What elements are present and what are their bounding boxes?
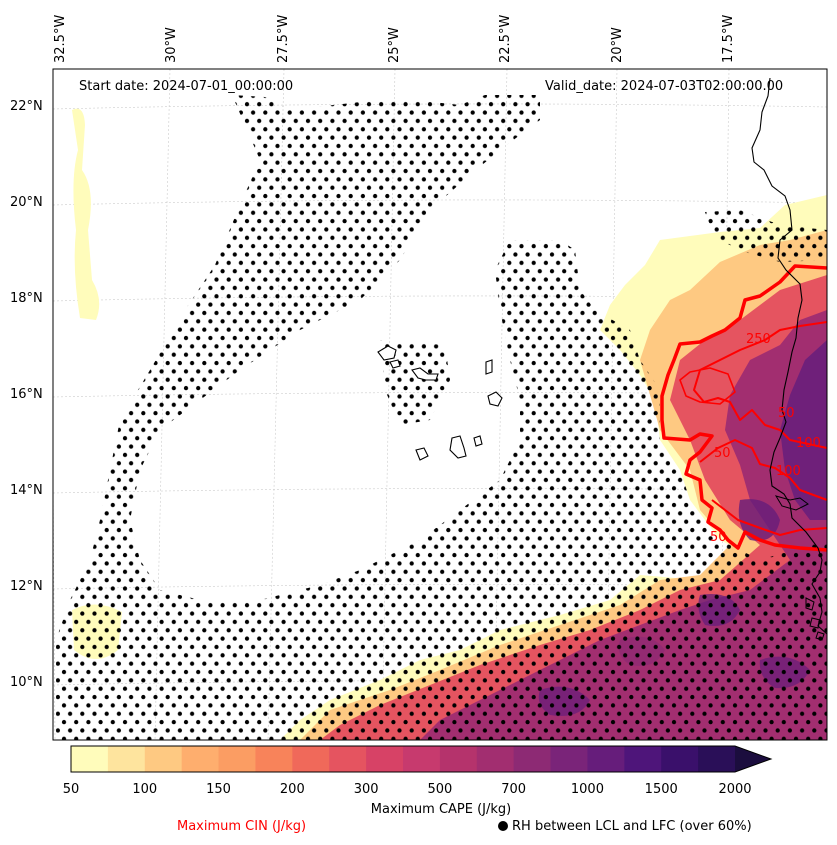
island-boa-vista <box>487 391 503 407</box>
colorbar-segment <box>218 746 256 772</box>
legend-rh: RH between LCL and LFC (over 60%) <box>498 819 752 834</box>
colorbar-segment <box>587 746 625 772</box>
legend-cin: Maximum CIN (J/kg) <box>177 819 306 834</box>
cin-label-100-b: 100 <box>776 464 801 479</box>
start-date-label: Start date: 2024-07-01_00:00:00 <box>79 79 294 94</box>
africa-coastline <box>751 77 827 635</box>
colorbar-segment <box>403 746 441 772</box>
lon-label-17-5w: 17.5°W <box>721 14 736 63</box>
cin-label-250: 250 <box>746 332 771 347</box>
colorbar-segment <box>366 746 404 772</box>
lat-label-16n: 16°N <box>10 387 43 402</box>
colorbar-segment <box>550 746 588 772</box>
island-santo-antao <box>377 345 397 361</box>
colorbar-tick-label: 100 <box>132 782 158 797</box>
lat-label-18n: 18°N <box>10 291 43 306</box>
lat-label-14n: 14°N <box>10 483 43 498</box>
cin-label-50-c: 50 <box>710 530 727 545</box>
lon-label-27-5w: 27.5°W <box>276 14 291 63</box>
colorbar-tick-label: 50 <box>62 782 80 797</box>
colorbar-segment <box>292 746 330 772</box>
cin-contour-outer <box>660 264 827 552</box>
lat-label-12n: 12°N <box>10 579 43 594</box>
island-fogo <box>415 447 429 461</box>
colorbar-segment <box>71 746 109 772</box>
rh-dot-icon <box>498 821 508 831</box>
colorbar-segment <box>144 746 183 772</box>
cin-contours <box>660 264 827 552</box>
colorbar-segment <box>624 746 662 772</box>
colorbar-tick-label: 1500 <box>644 782 678 797</box>
colorbar-segment <box>513 746 552 772</box>
lon-label-30w: 30°W <box>164 27 179 63</box>
colorbar <box>70 745 773 773</box>
cabo-verde-islands <box>377 345 503 461</box>
cin-label-50-b: 50 <box>714 446 731 461</box>
legend-rh-label: RH between LCL and LFC (over 60%) <box>512 819 752 834</box>
colorbar-segment <box>439 746 478 772</box>
colorbar-tick-label: 200 <box>279 782 305 797</box>
colorbar-tick-label: 1000 <box>570 782 604 797</box>
cin-label-50-a: 50 <box>778 406 795 421</box>
island-maio <box>473 435 483 447</box>
island-sao-nicolau <box>411 367 439 381</box>
rh-stipple-main <box>56 95 827 740</box>
lat-label-10n: 10°N <box>10 675 43 690</box>
colorbar-segment <box>476 746 515 772</box>
cin-contour-inner-2 <box>699 439 827 501</box>
gambia-coast-detail <box>774 495 809 511</box>
colorbar-segment <box>698 746 736 772</box>
colorbar-tick-label: 2000 <box>718 782 752 797</box>
colorbar-tick-label: 500 <box>427 782 453 797</box>
lon-label-22-5w: 22.5°W <box>498 14 513 63</box>
colorbar-segment <box>255 746 293 772</box>
colorbar-title: Maximum CAPE (J/kg) <box>370 802 512 817</box>
island-sao-vicente <box>389 359 401 369</box>
cape-band-1000 <box>780 340 827 520</box>
rh-stipple-ne <box>705 210 827 262</box>
colorbar-tick-label: 300 <box>353 782 379 797</box>
colorbar-outline <box>70 745 773 773</box>
legend-cin-label: Maximum CIN (J/kg) <box>177 819 307 834</box>
valid-date-label: Valid_date: 2024-07-03T02:00:00.00 <box>545 79 784 94</box>
cin-label-100-a: 100 <box>796 436 821 451</box>
colorbar-tick-label: 150 <box>206 782 231 797</box>
colorbar-segment <box>329 746 367 772</box>
bissagos-islands <box>805 597 825 641</box>
lat-label-22n: 22°N <box>10 99 43 114</box>
colorbar-extend-arrow <box>735 746 771 772</box>
cin-contour-inner-4 <box>679 367 736 405</box>
colorbar-segment <box>181 746 220 772</box>
island-sal <box>485 359 493 375</box>
colorbar-segment <box>107 746 146 772</box>
cin-contour-inner-3 <box>711 499 827 536</box>
island-santiago <box>449 435 467 459</box>
lat-label-20n: 20°N <box>10 195 43 210</box>
lon-label-32-5w: 32.5°W <box>53 14 68 63</box>
map-frame <box>52 68 828 741</box>
lon-label-20w: 20°W <box>610 27 625 63</box>
cape-band-50-west <box>72 108 100 321</box>
colorbar-tick-label: 700 <box>501 782 527 797</box>
colorbar-segment <box>661 746 699 772</box>
lon-label-25w: 25°W <box>387 27 402 63</box>
